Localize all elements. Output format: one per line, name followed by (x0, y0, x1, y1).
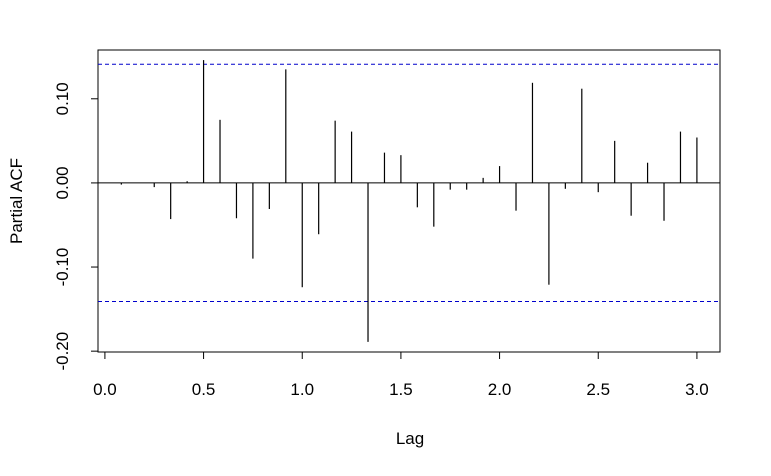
x-tick-label: 0.0 (93, 380, 117, 399)
chart-title: Series res_arima011_100 (291, 0, 528, 1)
y-tick-label: 0.10 (53, 82, 72, 115)
x-tick-label: 1.5 (389, 380, 413, 399)
x-tick-label: 2.0 (488, 380, 512, 399)
y-tick-label: -0.10 (53, 248, 72, 287)
y-axis-label: Partial ACF (7, 158, 26, 244)
x-tick-label: 0.5 (192, 380, 216, 399)
plot-box (97, 49, 721, 353)
x-tick-label: 3.0 (685, 380, 709, 399)
y-tick-label: 0.00 (53, 166, 72, 199)
x-axis-label: Lag (396, 429, 424, 448)
x-tick-label: 1.0 (290, 380, 314, 399)
y-tick-label: -0.20 (53, 332, 72, 371)
x-tick-label: 2.5 (586, 380, 610, 399)
